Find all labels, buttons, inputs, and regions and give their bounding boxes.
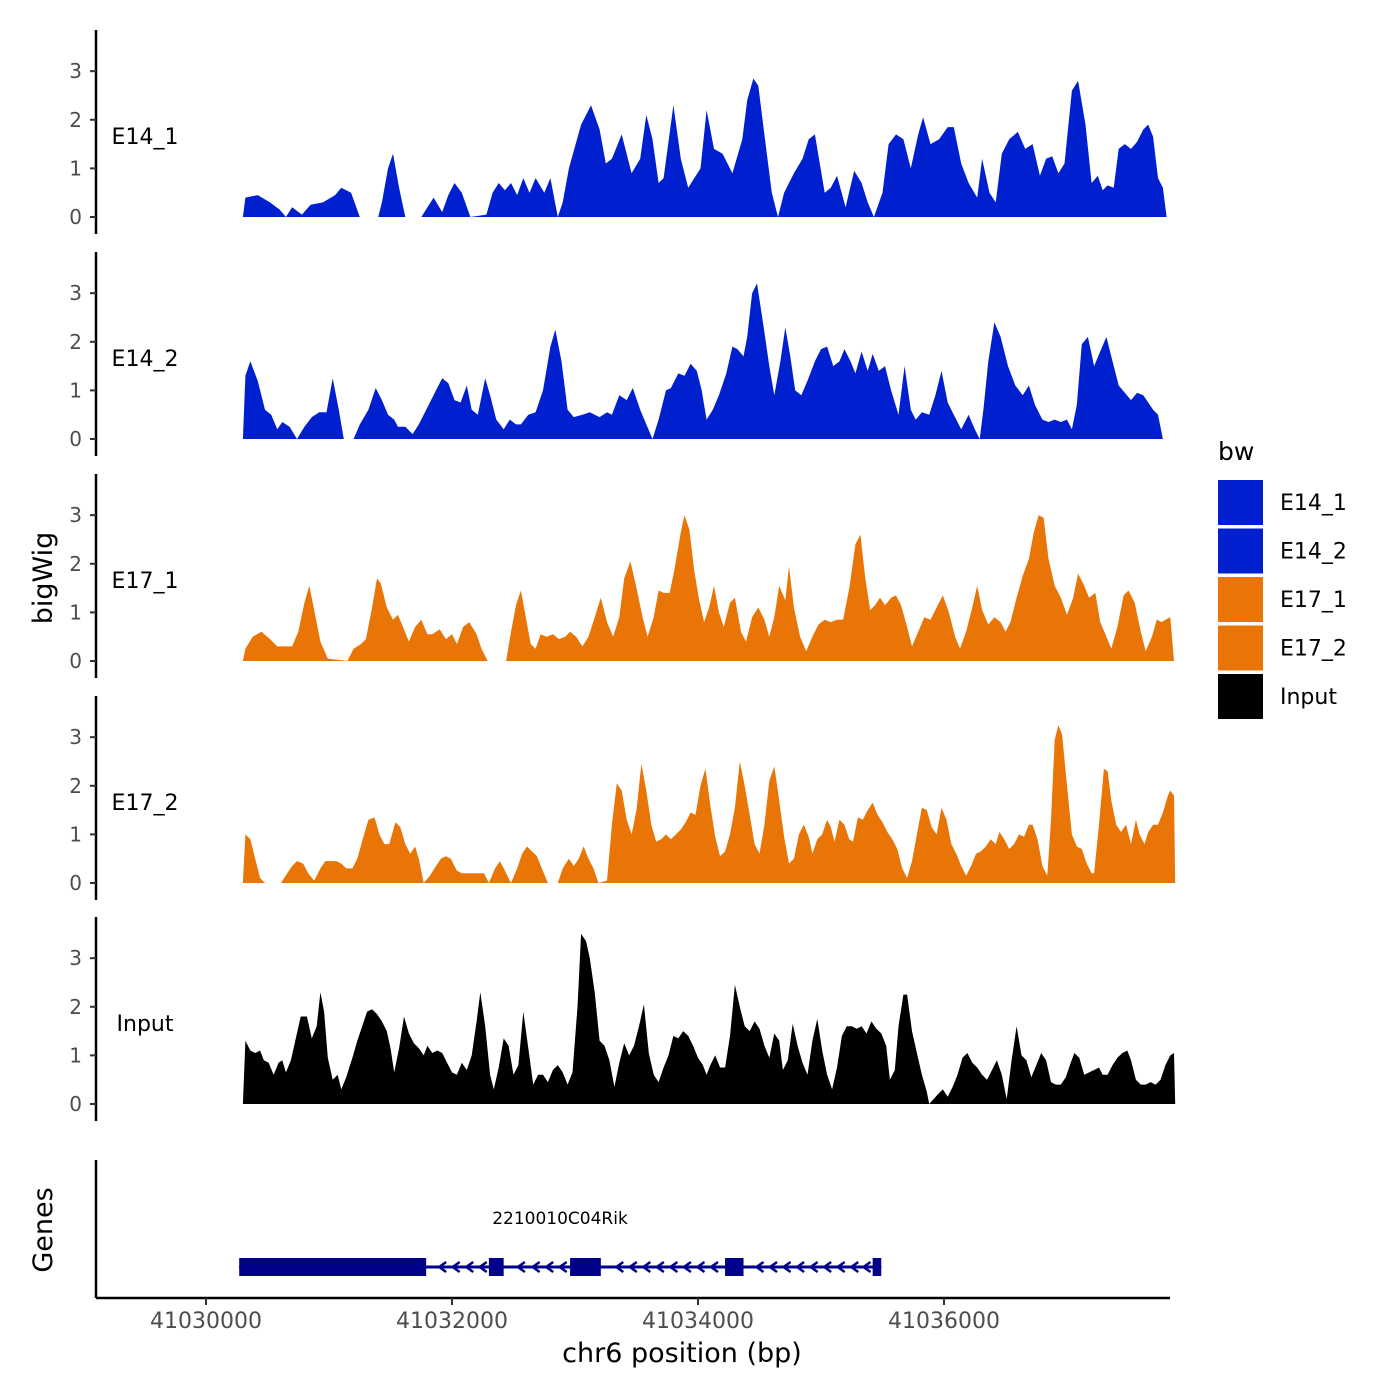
y-tick-label: 1 (69, 378, 82, 402)
y-tick-label: 0 (69, 649, 82, 673)
y-tick-label: 1 (69, 600, 82, 624)
x-axis-title: chr6 position (bp) (562, 1338, 802, 1369)
strand-arrow (767, 1260, 778, 1274)
strand-arrow (835, 1260, 846, 1274)
y-tick-label: 3 (69, 281, 82, 305)
legend-label: E14_2 (1280, 540, 1347, 565)
strand-arrow (695, 1260, 706, 1274)
strand-arrow (477, 1260, 488, 1274)
legend-swatch (1218, 674, 1263, 719)
y-tick-label: 0 (69, 1092, 82, 1116)
strand-arrow (821, 1260, 832, 1274)
y-tick-label: 0 (69, 205, 82, 229)
legend: bw E14_1 E14_2 E17_1 E17_2 Input (1218, 437, 1347, 719)
y-tick-label: 3 (69, 946, 82, 970)
legend-swatch (1218, 625, 1263, 671)
track-E14_1: 0 1 2 3 E14_1 (69, 30, 1167, 234)
y-tick-label: 3 (69, 503, 82, 527)
coverage-area-E14_1 (242, 78, 1167, 217)
track-E14_2: 0 1 2 3 E14_2 (69, 252, 1163, 456)
tracks-panel: 0 1 2 3 E14_1 0 1 2 3 E14_2 0 1 2 3 E17_1 0 1 2 3 E17_2 0 1 2 3… (69, 30, 1176, 1121)
gene-exon (488, 1258, 504, 1276)
strand-arrow (544, 1260, 554, 1274)
legend-label: E17_1 (1280, 588, 1347, 613)
strand-arrow (654, 1260, 665, 1274)
legend-swatch (1218, 528, 1263, 574)
track-E17_2: 0 1 2 3 E17_2 (69, 696, 1176, 900)
strand-arrow (450, 1260, 461, 1274)
strand-arrow (708, 1260, 719, 1274)
x-tick-label: 41036000 (888, 1309, 1000, 1334)
strand-arrow (668, 1260, 679, 1274)
y-tick-label: 2 (69, 774, 82, 798)
legend-title: bw (1218, 437, 1254, 466)
y-axis-title: bigWig (28, 532, 59, 625)
strand-arrow (627, 1260, 638, 1274)
coverage-area-E14_2 (242, 283, 1163, 439)
strand-arrow (849, 1260, 859, 1274)
y-tick-label: 1 (69, 822, 82, 846)
strand-arrow (557, 1260, 568, 1274)
legend-label: E17_2 (1280, 637, 1347, 662)
legend-swatch (1218, 577, 1263, 622)
y-tick-label: 1 (69, 156, 82, 180)
gene-name-label: 2210010C04Rik (492, 1209, 628, 1229)
y-tick-label: 2 (69, 108, 82, 132)
track-label: E14_1 (112, 125, 179, 150)
genes-panel: 2210010C04Rik (94, 1160, 882, 1298)
strand-arrow (614, 1260, 625, 1274)
track-label: Input (117, 1012, 174, 1037)
strand-arrow (861, 1260, 872, 1274)
y-tick-label: 2 (69, 995, 82, 1019)
x-tick-label: 41032000 (396, 1309, 508, 1334)
y-tick-label: 3 (69, 59, 82, 83)
gene-exon (725, 1258, 744, 1276)
strand-arrow (781, 1260, 792, 1274)
y-tick-label: 0 (69, 427, 82, 451)
y-tick-label: 2 (69, 552, 82, 576)
track-E17_1: 0 1 2 3 E17_1 (69, 474, 1174, 678)
coverage-area-E17_1 (242, 515, 1174, 661)
track-Input: 0 1 2 3 Input (69, 917, 1176, 1121)
gene-exon (872, 1258, 882, 1276)
legend-label: E14_1 (1280, 491, 1347, 516)
legend-label: Input (1280, 685, 1337, 710)
strand-arrow (641, 1260, 652, 1274)
legend-swatch (1218, 480, 1263, 525)
y-tick-label: 2 (69, 330, 82, 354)
strand-arrow (530, 1260, 541, 1274)
track-label: E17_1 (112, 569, 179, 594)
strand-arrow (794, 1260, 805, 1274)
strand-arrow (808, 1260, 819, 1274)
gene-exon (570, 1258, 601, 1276)
x-axis: 41030000 41032000 41034000 41036000 (96, 1296, 1170, 1334)
strand-arrow (437, 1260, 447, 1274)
coverage-area-E17_2 (242, 725, 1176, 883)
strand-arrow (515, 1260, 526, 1274)
coverage-area-Input (242, 933, 1176, 1104)
strand-arrow (464, 1260, 474, 1274)
x-tick-label: 41034000 (642, 1309, 754, 1334)
x-tick-label: 41030000 (150, 1309, 262, 1334)
y-tick-label: 0 (69, 871, 82, 895)
gene-exon (239, 1258, 427, 1276)
strand-arrow (754, 1260, 765, 1274)
y-tick-label: 1 (69, 1043, 82, 1067)
y-tick-label: 3 (69, 725, 82, 749)
track-label: E14_2 (112, 347, 179, 372)
track-label: E17_2 (112, 791, 179, 816)
genes-track-title: Genes (28, 1187, 59, 1272)
strand-arrow (681, 1260, 692, 1274)
